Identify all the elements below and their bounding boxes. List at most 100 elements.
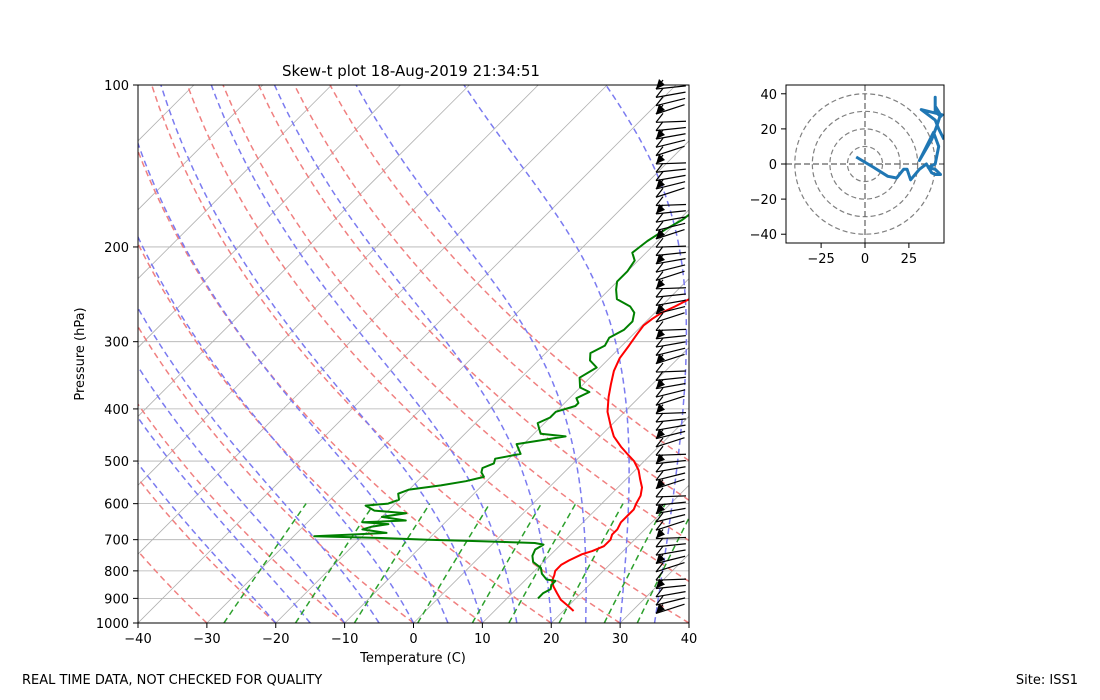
y-tick-label: 600 [104, 498, 129, 513]
wind-barb [655, 437, 685, 448]
x-tick-label: −30 [193, 632, 220, 647]
barb-staff [655, 472, 686, 481]
wind-barb [655, 187, 685, 198]
moist-adiabat [355, 85, 587, 623]
barb-flag [655, 362, 664, 373]
hodograph-ring [846, 145, 884, 183]
wind-barb [655, 128, 686, 140]
isotherm-line [138, 85, 332, 280]
barb-pennant [656, 503, 665, 514]
barb-pennant [656, 478, 665, 489]
barb-flag [655, 221, 664, 231]
isotherm-line [619, 553, 689, 623]
barb-staff [655, 104, 685, 115]
isotherm-line [344, 278, 689, 623]
x-tick-label: 20 [543, 632, 560, 647]
hodo-x-tick-label: 0 [861, 252, 869, 267]
x-tick-label: 40 [681, 632, 698, 647]
barb-staff [655, 584, 686, 590]
moist-adiabat [138, 141, 449, 623]
barb-flag [655, 87, 664, 98]
dry-adiabat [258, 85, 689, 542]
dry-adiabat [138, 550, 208, 623]
barb-flag [655, 537, 664, 548]
hodograph-x-ticks: −25 0 25 [807, 243, 917, 267]
y-tick-label: 100 [104, 79, 129, 94]
wind-barb [655, 278, 687, 290]
barb-staff [655, 382, 686, 390]
x-tick-label: 0 [409, 632, 417, 647]
moist-adiabat [210, 85, 518, 623]
barb-flag [655, 562, 664, 573]
moist-adiabat [605, 85, 688, 623]
hodograph-trace [855, 95, 944, 182]
barb-pennant [656, 79, 665, 90]
y-tick-label: 400 [104, 403, 129, 418]
hodo-y-tick-label: −20 [750, 193, 777, 208]
mixing-ratio-line [636, 516, 689, 623]
wind-barb [655, 312, 685, 323]
skewt-panel: Skew-t plot 18-Aug-2019 21:34:51 −40 −30−… [73, 62, 697, 666]
moist-adiabat [688, 619, 689, 623]
y-tick-label: 1000 [96, 617, 129, 632]
skewt-plot-area [138, 85, 689, 623]
barb-staff [655, 466, 686, 473]
barb-flag [655, 587, 664, 598]
wind-barb [655, 553, 686, 565]
barb-staff [655, 353, 685, 365]
barb-flag [655, 570, 664, 581]
barb-staff [655, 126, 686, 132]
barb-staff [655, 543, 686, 548]
barb-flag [655, 162, 664, 173]
isotherm-line [482, 415, 689, 623]
dry-adiabat [138, 477, 277, 623]
barb-pennant [656, 228, 665, 239]
barb-staff [655, 174, 686, 182]
wind-barb [655, 228, 685, 240]
barb-staff [655, 459, 686, 465]
hodo-x-tick-label: −25 [807, 252, 834, 267]
wind-barb [655, 570, 687, 581]
wind-barb [655, 178, 686, 190]
barb-pennant [656, 428, 665, 439]
dry-adiabat [150, 85, 621, 623]
barb-flag [655, 187, 664, 198]
wind-barb [655, 253, 686, 265]
barb-flag [655, 512, 664, 523]
skewt-title: Skew-t plot 18-Aug-2019 21:34:51 [282, 62, 540, 80]
barb-staff [655, 229, 685, 240]
barb-staff [655, 133, 686, 140]
barb-pennant [656, 378, 665, 389]
wind-barb [655, 545, 686, 556]
barb-staff [655, 245, 687, 248]
barb-pennant [656, 153, 665, 164]
barb-staff [655, 335, 686, 340]
wind-barb [655, 453, 686, 465]
dry-adiabats [138, 85, 689, 623]
wind-barb [655, 303, 686, 315]
skewt-xlabel: Temperature (C) [359, 651, 466, 666]
barb-flag [655, 246, 664, 256]
dry-adiabat [138, 242, 483, 623]
barb-staff [655, 389, 686, 398]
skewt-x-ticks: −40 −30 −20 −10 0 10 20 30 40 [124, 623, 697, 647]
barb-staff [655, 561, 685, 573]
barb-staff [655, 181, 686, 190]
barb-flag [655, 96, 664, 107]
barb-flag [655, 237, 664, 248]
x-tick-label: −40 [124, 632, 151, 647]
barb-pennant [656, 578, 665, 589]
skewt-frame [137, 84, 690, 624]
moist-adiabat [138, 235, 415, 623]
isotherm-line [206, 140, 689, 623]
hodograph-line [855, 95, 944, 182]
barb-flag [655, 487, 664, 498]
isotherm-line [275, 209, 689, 623]
barb-staff [655, 549, 686, 556]
hodo-y-tick-label: −40 [750, 228, 777, 243]
barb-pennant [656, 253, 665, 264]
barb-flag [655, 371, 664, 381]
wind-barb [655, 445, 687, 456]
barb-staff [655, 603, 685, 615]
